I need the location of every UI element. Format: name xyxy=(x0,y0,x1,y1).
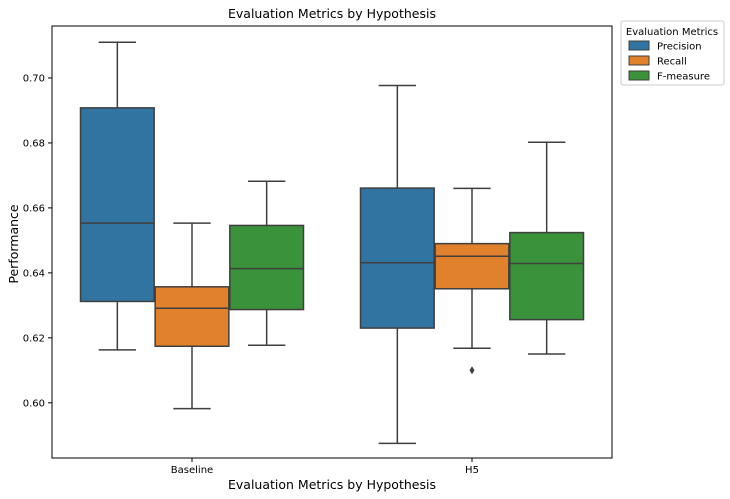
iqr-box xyxy=(229,224,305,311)
plot-frame xyxy=(51,25,613,459)
y-tick-label: 0.66 xyxy=(23,203,45,214)
x-tick-label: H5 xyxy=(465,465,479,476)
x-tick-label: Baseline xyxy=(171,465,213,476)
plot-area xyxy=(51,25,613,459)
legend-swatch xyxy=(628,70,650,81)
legend-item-label: Precision xyxy=(657,42,702,53)
iqr-box xyxy=(359,187,435,329)
legend: Evaluation Metrics Precision Recall F-meas… xyxy=(620,20,725,86)
iqr-box xyxy=(154,286,230,348)
legend-swatch xyxy=(628,55,650,66)
x-axis-label: Evaluation Metrics by Hypothesis xyxy=(228,477,436,492)
legend-swatch xyxy=(628,40,650,51)
iqr-box xyxy=(509,231,585,321)
legend-item-label: F-measure xyxy=(657,72,710,83)
legend-frame xyxy=(620,20,725,86)
box-recall-h5 xyxy=(434,187,510,375)
y-tick-label: 0.64 xyxy=(23,268,45,279)
y-axis: 0.60 0.62 0.64 0.66 0.68 0.70 xyxy=(23,73,52,409)
box-f-measure-h5 xyxy=(509,141,585,355)
iqr-box xyxy=(434,242,510,290)
iqr-box xyxy=(79,107,155,303)
y-tick-label: 0.68 xyxy=(23,138,45,149)
y-tick-label: 0.70 xyxy=(23,73,45,84)
outlier-point xyxy=(469,366,475,375)
y-axis-label: Performance xyxy=(6,204,21,284)
legend-item-label: Recall xyxy=(657,57,687,68)
legend-title: Evaluation Metrics xyxy=(626,27,718,38)
y-tick-label: 0.62 xyxy=(23,333,45,344)
box-f-measure-baseline xyxy=(229,180,305,347)
chart-title: Evaluation Metrics by Hypothesis xyxy=(228,6,436,21)
box-recall-baseline xyxy=(154,222,230,410)
box-precision-h5 xyxy=(359,84,435,445)
x-axis: Baseline H5 xyxy=(171,458,479,476)
y-tick-label: 0.60 xyxy=(23,398,45,409)
box-precision-baseline xyxy=(79,41,155,351)
